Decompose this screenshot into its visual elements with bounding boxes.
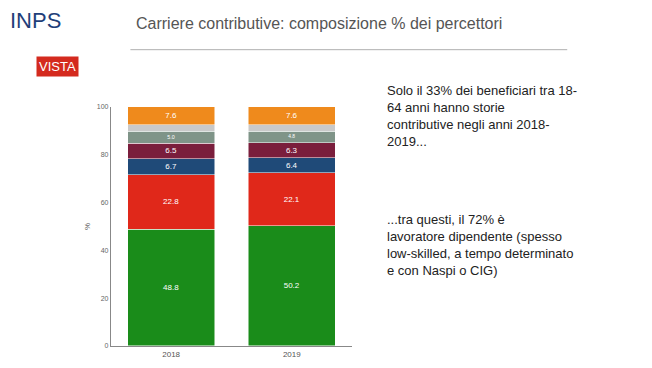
svg-text:Solo il 33% dei beneficiari tr: Solo il 33% dei beneficiari tra 18-64 an… xyxy=(387,83,577,149)
svg-text:22.1: 22.1 xyxy=(284,195,300,204)
svg-text:...tra questi, il 72% èlavorat: ...tra questi, il 72% èlavoratore dipend… xyxy=(387,212,573,278)
svg-text:60: 60 xyxy=(101,199,109,206)
svg-text:6.7: 6.7 xyxy=(165,162,177,171)
html-text:2.6: 2.6 xyxy=(291,128,292,129)
svg-text:40: 40 xyxy=(101,247,109,254)
svg-text:80: 80 xyxy=(101,151,109,158)
svg-text:50.2: 50.2 xyxy=(284,281,300,290)
svg-text:6.4: 6.4 xyxy=(286,161,298,170)
svg-text:6.5: 6.5 xyxy=(165,146,177,155)
svg-text:0: 0 xyxy=(105,342,109,349)
svg-text:6.3: 6.3 xyxy=(286,146,298,155)
svg-text:22.8: 22.8 xyxy=(163,197,179,206)
svg-text:4.8: 4.8 xyxy=(288,134,295,139)
svg-text:VISTA: VISTA xyxy=(39,59,76,74)
svg-text:2.6: 2.6 xyxy=(171,127,172,129)
svg-text:7.6: 7.6 xyxy=(165,111,177,120)
svg-text:Carriere contributive: composi: Carriere contributive: composizione % de… xyxy=(136,15,502,32)
svg-text:INPS: INPS xyxy=(10,8,61,33)
svg-text:7.6: 7.6 xyxy=(286,111,298,120)
svg-text:2.6: 2.6 xyxy=(292,127,293,129)
svg-text:100: 100 xyxy=(97,103,109,110)
svg-text:48.8: 48.8 xyxy=(163,283,179,292)
svg-text:20: 20 xyxy=(101,295,109,302)
svg-text:5.0: 5.0 xyxy=(167,134,174,140)
svg-text:%: % xyxy=(83,223,92,230)
svg-text:2018: 2018 xyxy=(162,350,180,359)
svg-text:2019: 2019 xyxy=(283,350,301,359)
